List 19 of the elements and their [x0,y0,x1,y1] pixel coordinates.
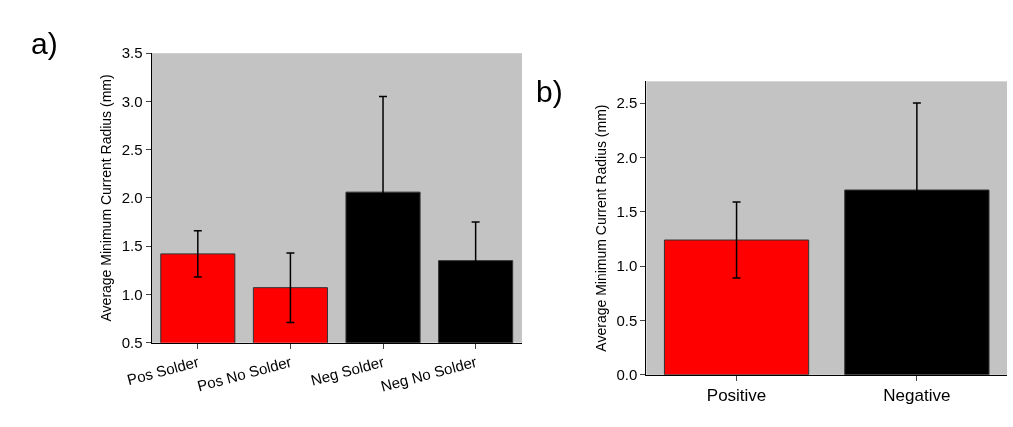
chart-title: b) [536,75,563,108]
y-tick-label: 2.5 [616,94,638,112]
x-tick-label: Negative [883,386,951,406]
x-tick-label: Positive [706,386,767,406]
y-tick-label: 3.0 [121,92,143,110]
y-tick-label: 1.0 [616,257,638,275]
y-tick-label: 1.0 [121,285,143,303]
y-axis-title: Average Minimum Current Radius (mm) [593,104,610,352]
y-tick-label: 0.0 [616,366,638,384]
y-tick-label: 2.0 [616,148,638,166]
y-tick-label: 1.5 [121,237,143,255]
chart-title: a) [31,27,58,60]
y-tick-label: 3.5 [121,44,143,62]
y-tick-label: 2.5 [121,140,143,158]
y-tick-label: 0.5 [616,311,638,329]
y-axis-title: Average Minimum Current Radius (mm) [98,74,115,322]
y-tick-label: 2.0 [121,189,143,207]
y-tick-label: 0.5 [121,333,143,351]
y-tick-label: 1.5 [616,203,638,221]
